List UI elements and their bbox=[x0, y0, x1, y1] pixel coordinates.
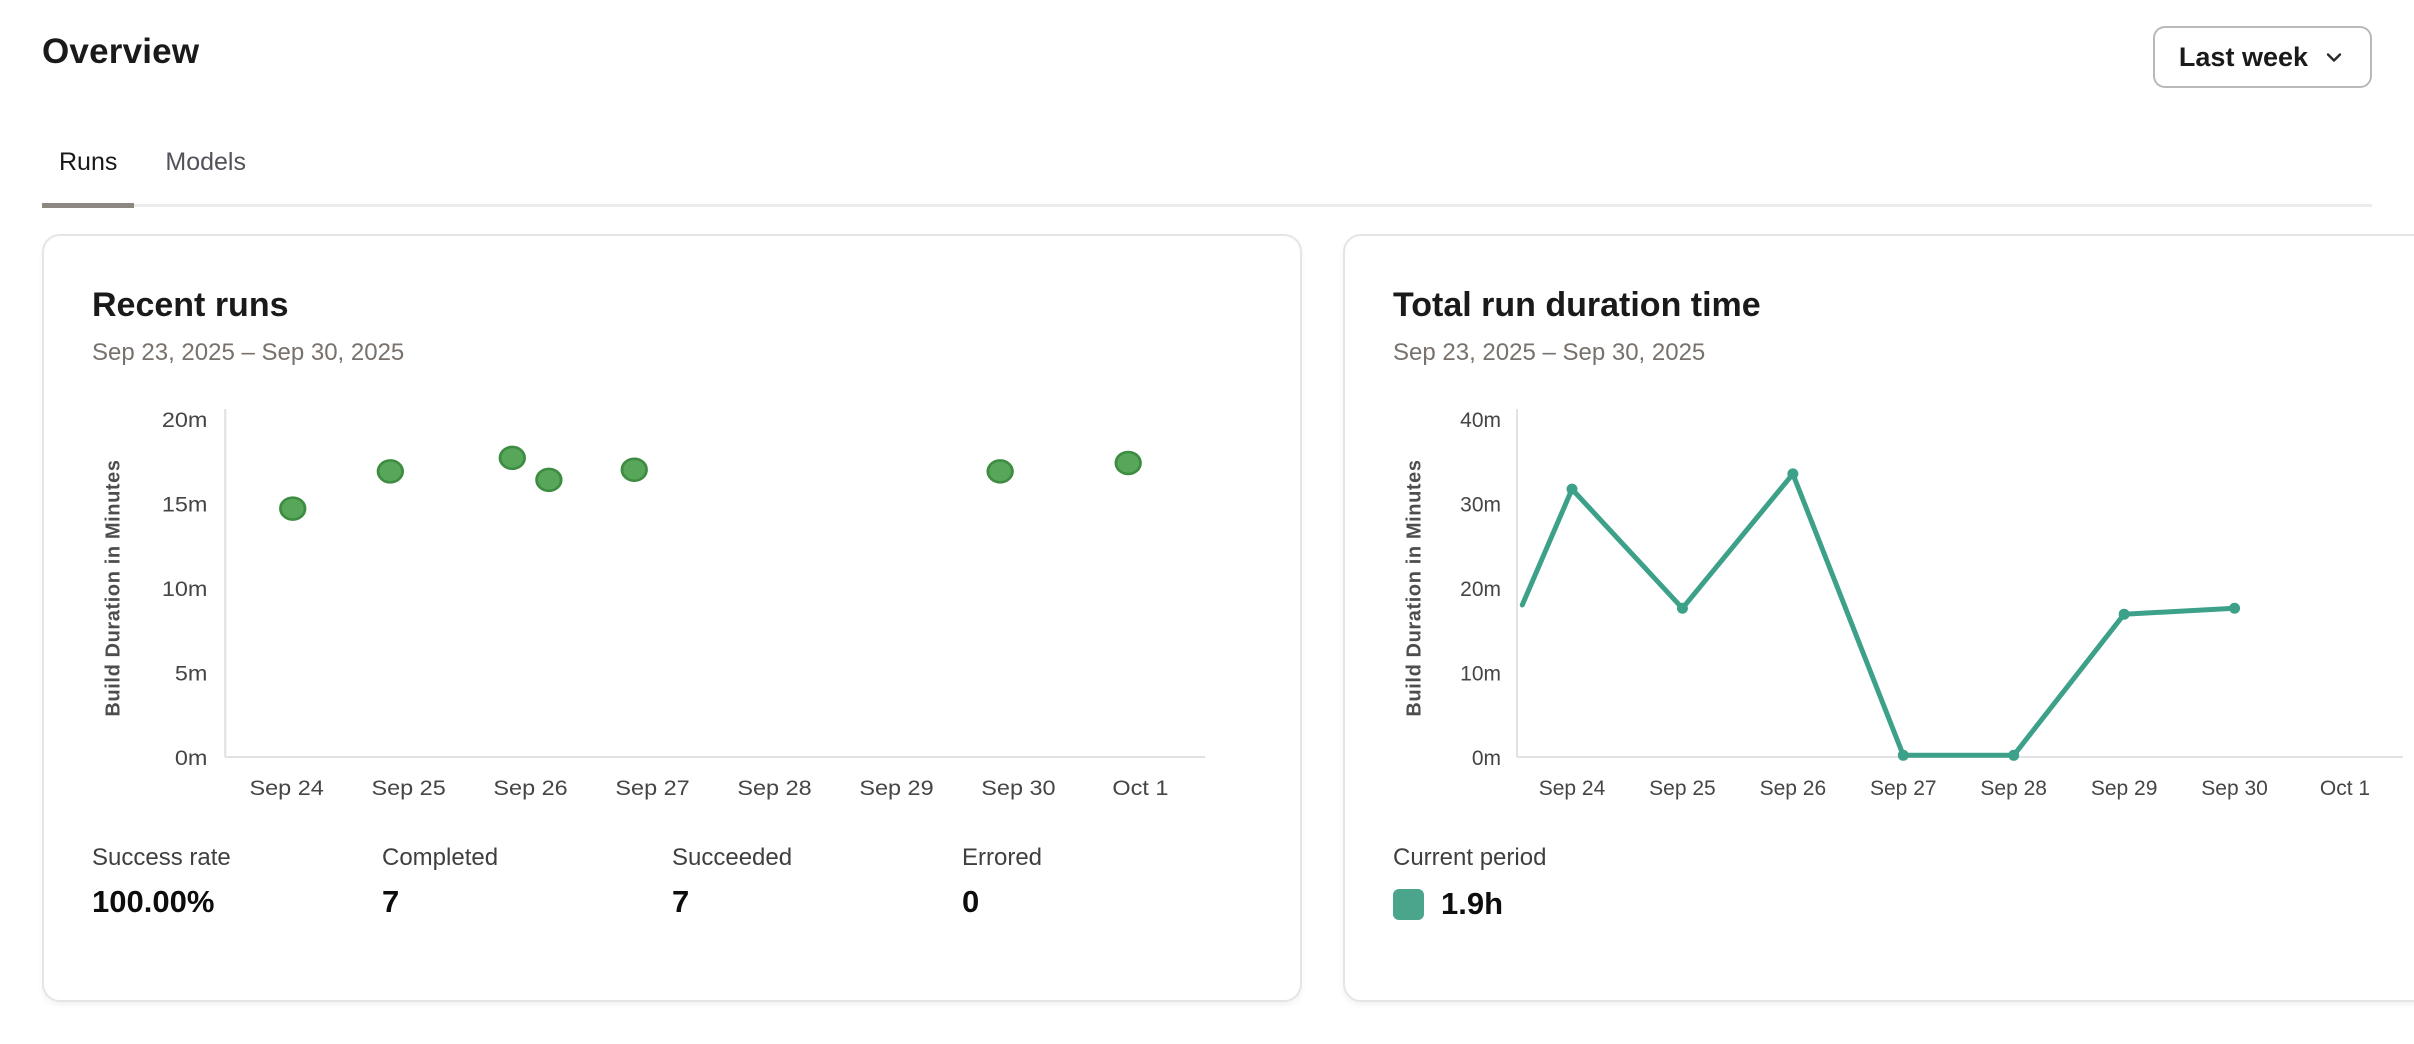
recent-runs-stats: Success rate 100.00% Completed 7 Succeed… bbox=[92, 844, 1252, 920]
total-run-duration-title: Total run duration time bbox=[1393, 286, 1761, 324]
legend-value: 1.9h bbox=[1441, 886, 1504, 921]
tab-bar: Runs Models bbox=[42, 148, 2372, 208]
svg-text:0m: 0m bbox=[1472, 747, 1501, 770]
stat-label: Completed bbox=[382, 844, 499, 871]
svg-text:Sep 28: Sep 28 bbox=[1980, 777, 2047, 800]
overview-page: Overview Last week Runs Models Recent ru… bbox=[42, 0, 2414, 1002]
stat-label: Succeeded bbox=[672, 844, 793, 871]
svg-text:Sep 26: Sep 26 bbox=[493, 776, 567, 800]
stat-label: Success rate bbox=[92, 844, 231, 871]
svg-text:Sep 30: Sep 30 bbox=[2201, 777, 2268, 800]
cards-row: Recent runs Sep 23, 2025 – Sep 30, 2025 … bbox=[42, 234, 2414, 1002]
stat-errored: Errored 0 bbox=[962, 844, 1252, 920]
svg-text:Sep 24: Sep 24 bbox=[1539, 777, 1606, 800]
svg-text:Oct 1: Oct 1 bbox=[1112, 776, 1168, 800]
legend-label: Current period bbox=[1393, 844, 1547, 871]
svg-text:30m: 30m bbox=[1460, 494, 1501, 517]
recent-runs-scatter-chart[interactable]: 0m 5m 10m 15m 20m Sep 24 Sep 25 Sep 26 Sep 27 Sep… bbox=[136, 405, 1252, 840]
y-axis-label-box: Build Duration in Minutes bbox=[1393, 405, 1437, 840]
period-selector-label: Last week bbox=[2178, 41, 2308, 72]
recent-runs-card: Recent runs Sep 23, 2025 – Sep 30, 2025 … bbox=[42, 234, 1302, 1002]
svg-text:Sep 26: Sep 26 bbox=[1760, 777, 1827, 800]
period-selector-dropdown[interactable]: Last week bbox=[2152, 26, 2372, 88]
total-run-duration-date-range: Sep 23, 2025 – Sep 30, 2025 bbox=[1393, 339, 1706, 366]
svg-text:Sep 29: Sep 29 bbox=[2091, 777, 2158, 800]
svg-text:0m: 0m bbox=[175, 746, 208, 770]
svg-text:40m: 40m bbox=[1460, 409, 1501, 432]
legend-row: 1.9h bbox=[1393, 886, 2414, 922]
stat-value: 7 bbox=[382, 884, 400, 919]
svg-text:Sep 24: Sep 24 bbox=[250, 776, 324, 800]
svg-text:Oct 1: Oct 1 bbox=[2320, 777, 2370, 800]
tab-models[interactable]: Models bbox=[165, 148, 246, 176]
svg-text:Sep 27: Sep 27 bbox=[615, 776, 689, 800]
stat-value: 100.00% bbox=[92, 884, 215, 919]
tab-runs[interactable]: Runs bbox=[42, 148, 135, 208]
total-run-duration-line-chart[interactable]: 0m 10m 20m 30m 40m Sep 24 Sep 25 Sep 26 Sep 27 Se… bbox=[1437, 405, 2414, 840]
page-title: Overview bbox=[42, 32, 200, 71]
y-axis-label: Build Duration in Minutes bbox=[102, 459, 125, 717]
recent-runs-date-range: Sep 23, 2025 – Sep 30, 2025 bbox=[92, 339, 405, 366]
svg-text:Sep 29: Sep 29 bbox=[859, 776, 933, 800]
total-run-duration-chart-area: Build Duration in Minutes 0m 10m 20m 30m 40m… bbox=[1393, 405, 2414, 840]
svg-text:5m: 5m bbox=[175, 662, 208, 686]
stat-succeeded: Succeeded 7 bbox=[672, 844, 962, 920]
svg-text:15m: 15m bbox=[162, 493, 208, 517]
y-axis-label-box: Build Duration in Minutes bbox=[92, 405, 136, 840]
legend-color-swatch bbox=[1393, 888, 1424, 920]
svg-text:Sep 25: Sep 25 bbox=[371, 776, 445, 800]
svg-text:10m: 10m bbox=[162, 577, 208, 601]
stat-label: Errored bbox=[962, 844, 1043, 871]
recent-runs-chart-area: Build Duration in Minutes 0m 5m 10m 15m 20m S… bbox=[92, 405, 1252, 840]
page-header: Overview Last week bbox=[42, 0, 2372, 88]
svg-text:Sep 25: Sep 25 bbox=[1649, 777, 1716, 800]
svg-text:Sep 30: Sep 30 bbox=[981, 776, 1055, 800]
svg-text:20m: 20m bbox=[162, 408, 208, 432]
svg-text:Sep 28: Sep 28 bbox=[737, 776, 811, 800]
svg-text:20m: 20m bbox=[1460, 578, 1501, 601]
stat-value: 0 bbox=[962, 884, 980, 919]
svg-text:10m: 10m bbox=[1460, 663, 1501, 686]
duration-legend: Current period 1.9h bbox=[1393, 844, 2414, 922]
stat-completed: Completed 7 bbox=[382, 844, 672, 920]
svg-text:Sep 27: Sep 27 bbox=[1870, 777, 1937, 800]
y-axis-label: Build Duration in Minutes bbox=[1403, 459, 1426, 717]
chevron-down-icon bbox=[2322, 45, 2346, 69]
total-run-duration-card: Total run duration time Sep 23, 2025 – S… bbox=[1343, 234, 2414, 1002]
stat-value: 7 bbox=[672, 884, 690, 919]
stat-success-rate: Success rate 100.00% bbox=[92, 844, 382, 920]
recent-runs-title: Recent runs bbox=[92, 286, 289, 324]
